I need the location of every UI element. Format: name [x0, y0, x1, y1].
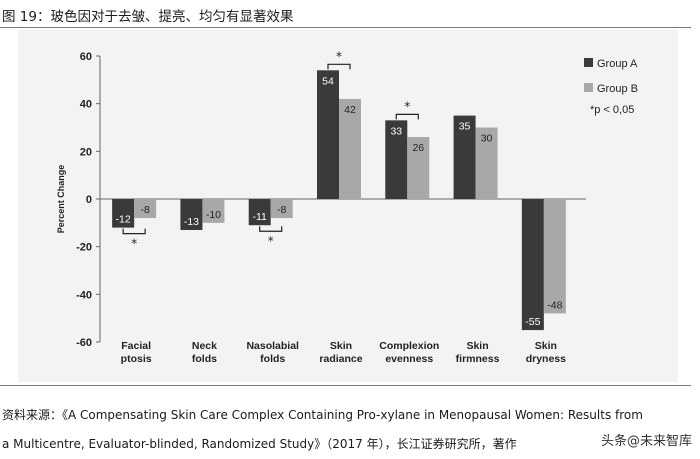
- chart-panel: 60 40 20 0 -20 -40 -60 Percent Change -12 -8 Facia…: [18, 30, 678, 382]
- bar-group-b: [339, 98, 361, 199]
- bar-group-b: [475, 127, 498, 199]
- y-tick-label: -60: [76, 337, 92, 349]
- bar-group-a: [112, 199, 135, 228]
- category-label: folds: [260, 353, 285, 365]
- bar-group-a: [385, 120, 408, 199]
- bar-value-label: 42: [344, 104, 356, 116]
- category-label: radiance: [319, 353, 362, 365]
- significance-bracket: [122, 228, 146, 235]
- bar-value-label: -13: [184, 216, 199, 228]
- y-tick-label: 40: [80, 99, 92, 111]
- bar-group-b: [202, 199, 225, 223]
- y-tick-label: 0: [86, 194, 92, 206]
- bottom-divider: [0, 385, 691, 386]
- y-tick-label: 60: [80, 51, 92, 63]
- legend-label: Group A: [597, 58, 638, 70]
- watermark: 头条@未来智库: [600, 430, 692, 449]
- bar-value-label: 30: [481, 133, 493, 145]
- bar-group-b: [407, 137, 430, 199]
- category-label: Neck: [192, 340, 217, 352]
- category-label: folds: [192, 353, 217, 365]
- significance-bracket: [327, 63, 351, 70]
- y-tick-label: 20: [80, 146, 92, 158]
- legend-note: *p < 0,05: [590, 104, 634, 116]
- category-label: ptosis: [121, 353, 152, 365]
- legend-swatch: [584, 58, 593, 67]
- category-label: Skin: [466, 340, 488, 352]
- significance-bracket: [259, 226, 283, 232]
- bar-value-label: -12: [116, 214, 131, 226]
- bar-group-a: [521, 199, 544, 331]
- figure-title: 图 19：玻色因对于去皱、提亮、均匀有显著效果: [2, 9, 294, 25]
- significance-star: *: [336, 49, 342, 63]
- significance-bracket: [395, 113, 419, 120]
- bar-value-label: -55: [525, 316, 540, 328]
- y-axis-title: Percent Change: [56, 165, 66, 234]
- legend-label: Group B: [597, 83, 638, 95]
- category-label: Complexion: [379, 340, 439, 352]
- y-tick-label: -20: [76, 242, 92, 254]
- category-label: dryness: [526, 353, 566, 365]
- category-label: Facial: [121, 340, 151, 352]
- bar-value-label: -8: [277, 204, 286, 216]
- significance-star: *: [404, 99, 410, 113]
- bar-value-label: 33: [390, 125, 402, 137]
- category-label: evenness: [385, 353, 433, 365]
- top-divider: [0, 27, 691, 28]
- bar-group-a: [248, 199, 271, 226]
- legend-swatch: [584, 83, 593, 92]
- y-tick-label: -40: [76, 289, 92, 301]
- bar-group-b: [270, 199, 293, 219]
- bar-chart: 60 40 20 0 -20 -40 -60 Percent Change -12 -8 Facia…: [56, 49, 638, 365]
- category-label: Nasolabial: [246, 340, 299, 352]
- category-label: Skin: [330, 340, 352, 352]
- significance-star: *: [131, 237, 137, 251]
- bar-value-label: -8: [140, 204, 149, 216]
- bar-value-label: 35: [459, 121, 471, 133]
- source-note: 资料来源：《A Compensating Skin Care Complex C…: [2, 401, 692, 459]
- bar-group-a: [453, 115, 476, 199]
- bar-value-label: -11: [253, 211, 268, 223]
- bar-group-b: [134, 199, 157, 219]
- significance-star: *: [268, 234, 274, 248]
- bar-group-a: [180, 199, 203, 230]
- source-line-2: a Multicentre, Evaluator-blinded, Random…: [2, 437, 517, 451]
- category-label: Skin: [535, 340, 557, 352]
- source-line-1: 资料来源：《A Compensating Skin Care Complex C…: [2, 408, 643, 422]
- bar-value-label: 26: [412, 142, 424, 154]
- bar-group-b: [543, 199, 566, 314]
- category-label: firmness: [456, 353, 500, 365]
- bar-value-label: -48: [547, 299, 562, 311]
- bar-value-label: 54: [322, 75, 334, 87]
- bar-group-a: [317, 70, 339, 199]
- bar-value-label: -10: [206, 209, 221, 221]
